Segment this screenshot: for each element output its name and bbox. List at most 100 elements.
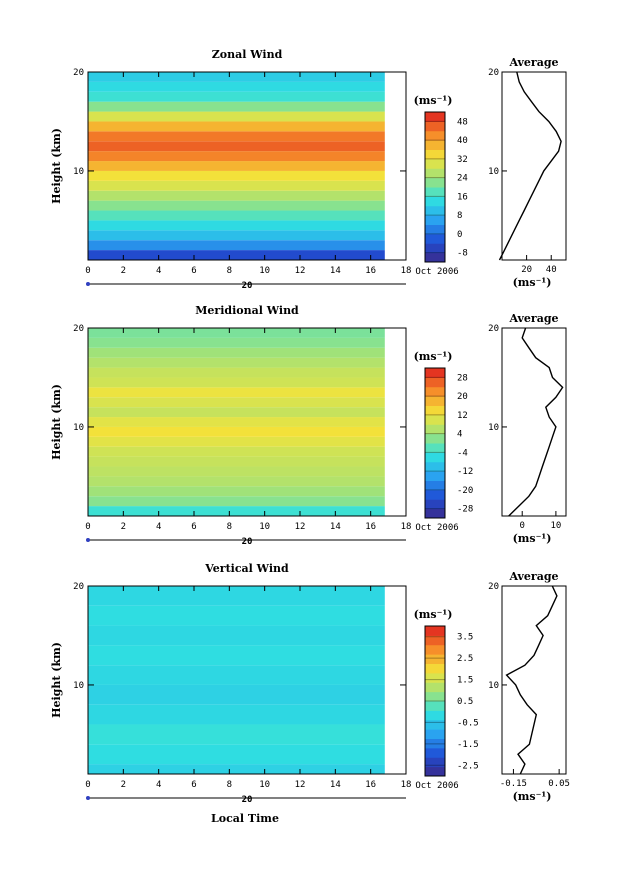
x-tick-label: 10 (259, 522, 270, 532)
x-tick-label: 6 (191, 780, 196, 790)
colorbar-tick-label: -8 (457, 249, 468, 259)
colorbar-block (425, 729, 445, 739)
colorbar-tick-label: 0 (457, 230, 462, 240)
heatmap-band (88, 91, 385, 102)
colorbar-tick-label: -1.5 (457, 740, 479, 750)
x-tick-label: 12 (295, 522, 306, 532)
x-tick-label: 2 (121, 266, 126, 276)
heatmap-band (88, 466, 385, 477)
heatmap-band (88, 81, 385, 92)
average-y-tick-label: 20 (488, 68, 499, 78)
average-x-tick-label: 0.05 (548, 779, 570, 789)
colorbar-block (425, 719, 445, 730)
day-label: 20 (242, 281, 253, 291)
heatmap-band (88, 426, 385, 437)
colorbar-tick-label: 32 (457, 155, 468, 165)
heatmap-band (88, 486, 385, 497)
average-frame (501, 71, 567, 261)
colorbar-block (425, 766, 445, 777)
colorbar-block (425, 377, 445, 388)
average-title: Average (508, 56, 558, 69)
x-tick-label: 0 (85, 266, 90, 276)
heatmap-band (88, 180, 385, 191)
colorbar-block (425, 499, 445, 510)
colorbar-block (425, 757, 445, 768)
average-x-label: (ms⁻¹) (513, 790, 552, 803)
colorbar-tick-label: 12 (457, 411, 468, 421)
colorbar-block (425, 396, 445, 406)
heatmap-band (88, 200, 385, 211)
colorbar-tick-label: 20 (457, 392, 468, 402)
y-tick-label: 20 (73, 68, 84, 78)
y-tick-label: 10 (73, 423, 84, 433)
heatmap-band (88, 151, 385, 162)
heatmap-band (88, 141, 385, 152)
colorbar-block (425, 691, 445, 702)
y-tick-label: 10 (73, 167, 84, 177)
x-tick-label: 0 (85, 522, 90, 532)
colorbar-block (425, 252, 445, 263)
y-tick-label: 10 (73, 681, 84, 691)
colorbar-block (425, 710, 445, 721)
colorbar-block (425, 654, 445, 664)
colorbar-tick-label: 24 (457, 174, 468, 184)
y-axis-label: Height (km) (50, 384, 63, 460)
colorbar-block (425, 682, 445, 693)
x-tick-label: 12 (295, 780, 306, 790)
x-tick-label: 16 (365, 266, 376, 276)
heatmap-band (88, 407, 385, 418)
heatmap-band (88, 446, 385, 457)
y-axis-label: Height (km) (50, 128, 63, 204)
colorbar-block (425, 233, 445, 244)
colorbar-block (425, 158, 445, 169)
average-title: Average (508, 312, 558, 325)
heatmap-band (88, 586, 385, 606)
colorbar-block (425, 149, 445, 160)
colorbar-tick-label: -12 (457, 467, 473, 477)
heatmap-band (88, 377, 385, 388)
colorbar-block (425, 738, 445, 749)
date-axis-marker (86, 796, 90, 800)
colorbar-block (425, 635, 445, 646)
x-tick-label: 4 (156, 266, 161, 276)
colorbar-block (425, 508, 445, 519)
heatmap-band (88, 72, 385, 82)
colorbar-tick-label: 40 (457, 136, 468, 146)
colorbar-frame (424, 625, 446, 777)
colorbar-block (425, 205, 445, 216)
heatmap-band (88, 170, 385, 181)
heatmap-band (88, 347, 385, 358)
heatmap-band (88, 476, 385, 487)
heatmap-band (88, 397, 385, 408)
heatmap-band (88, 357, 385, 368)
date-axis-marker (86, 538, 90, 542)
heatmap-band (88, 456, 385, 467)
colorbar-block (425, 224, 445, 235)
colorbar-tick-label: 0.5 (457, 697, 473, 707)
x-tick-label: 0 (85, 780, 90, 790)
plot-frame (87, 327, 407, 517)
colorbar-block (425, 644, 445, 655)
colorbar-block (425, 489, 445, 500)
y-axis-label: Height (km) (50, 642, 63, 718)
panel-1: Meridional Wind 0 2 4 6 8 10 12 14 16 18 10 20 Height… (50, 304, 567, 547)
plot-frame (87, 585, 407, 775)
date-label: Oct 2006 (415, 267, 458, 277)
x-tick-label: 16 (365, 780, 376, 790)
x-tick-label: 10 (259, 780, 270, 790)
colorbar-block (425, 424, 445, 435)
colorbar-block (425, 701, 445, 711)
average-x-tick-label: 40 (546, 265, 557, 275)
average-frame (501, 327, 567, 517)
colorbar-block (425, 663, 445, 674)
heatmap-band (88, 496, 385, 507)
colorbar-block (425, 368, 445, 378)
date-label: Oct 2006 (415, 781, 458, 791)
colorbar-block (425, 140, 445, 150)
panel-title: Meridional Wind (195, 304, 299, 317)
heatmap-band (88, 250, 385, 260)
x-tick-label: 2 (121, 522, 126, 532)
x-tick-label: 8 (227, 522, 232, 532)
colorbar-block (425, 747, 445, 758)
heatmap-band (88, 665, 385, 685)
